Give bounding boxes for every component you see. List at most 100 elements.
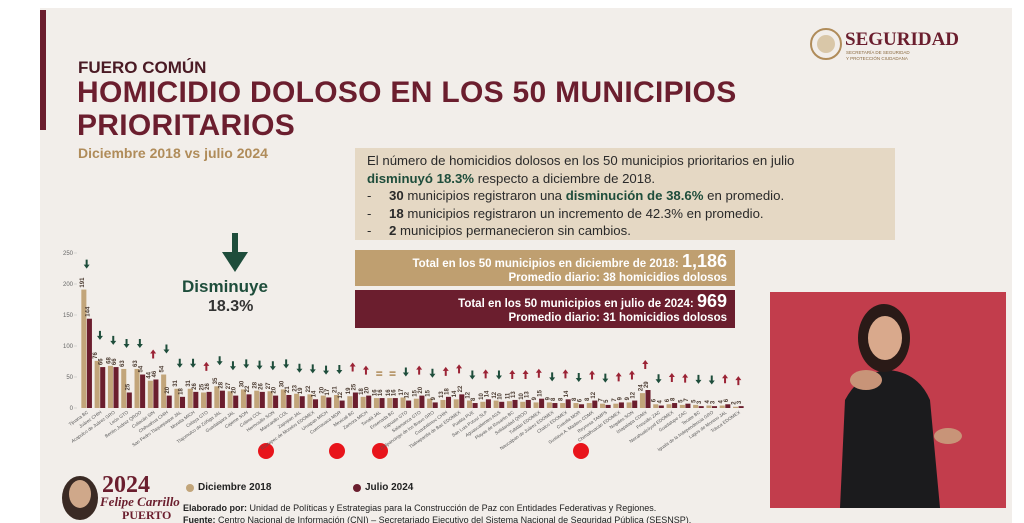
value-label: 17 [399,388,405,395]
bar [586,403,592,408]
bar [512,399,518,408]
trend-arrow [402,367,409,377]
value-label: 46 [152,370,158,377]
value-label: 9 [625,396,631,400]
value-label: 25 [125,383,131,390]
value-label: 15 [538,389,544,396]
value-label: 31 [186,379,192,386]
trend-arrow [575,373,582,383]
value-label: 16 [378,389,384,396]
bar [565,399,571,408]
bar [161,374,167,408]
value-label: 8 [559,397,565,401]
trend-arrow [549,372,556,382]
bar [100,367,106,408]
bar [299,396,305,408]
daily-average: Promedio diario: 31 homicidios dolosos [508,312,727,324]
logo-sub: SECRETARÍA DE SEGURIDAD [846,50,910,55]
value-label: 16 [372,389,378,396]
value-label: 8 [551,397,557,401]
value-label: 6 [578,398,584,402]
bullet-marker: - [367,188,372,203]
trend-arrow [362,365,369,375]
bar [259,391,265,408]
callout-word: Disminuye [182,277,268,296]
bar [387,398,393,408]
portrait-face [69,480,91,508]
bar [147,380,153,408]
value-label: 21 [333,386,339,393]
bar [227,391,233,408]
bar [379,398,385,408]
value-label: 30 [239,380,245,387]
bar [339,400,345,408]
value-label: 68 [106,357,112,364]
text: respecto a diciembre de 2018. [477,170,656,186]
source-text: Centro Nacional de Información (CNI) – S… [218,515,692,523]
credit-label: Elaborado por: [183,503,248,513]
value-label: 14 [484,390,490,397]
value-label: 22 [458,385,464,392]
bar [166,395,172,408]
kicker: FUERO COMÚN [78,58,207,77]
value-label: 23 [293,384,299,391]
bar [725,404,731,408]
count: 2 [389,223,397,238]
bar [658,405,664,408]
bar [573,403,579,408]
bar [578,404,585,408]
bar [653,404,659,408]
value-label: 8 [671,397,677,401]
value-label: 24 [638,384,644,391]
bar [552,403,558,408]
bar [666,404,672,408]
bar [719,405,725,408]
trend-arrow [682,373,689,383]
bar [645,390,651,408]
trend-arrow [416,365,423,375]
value-label: 14 [312,390,318,397]
trend-equal [376,371,383,376]
value-label: 12 [405,391,411,398]
value-label: 4 [657,400,663,404]
bar [193,391,199,408]
bar [280,389,286,408]
bar [546,402,552,408]
total-2018: Total en los 50 municipios en diciembre … [355,250,735,286]
trend-arrow [269,361,276,371]
logo-emblem [810,28,842,60]
y-tick-label: 100 [63,344,74,350]
bar [400,397,406,408]
bar [427,398,433,408]
value-label: 11 [505,392,511,399]
bar [392,398,398,408]
value-label: 63 [133,360,139,367]
bar [187,388,193,408]
bar [618,402,624,408]
bar [738,406,744,408]
bar [706,405,712,408]
legend-entry: Diciembre 2018 [198,482,272,493]
total-value: 1,186 [681,251,727,271]
bar [613,403,619,408]
bar [698,406,704,408]
bar [413,398,419,408]
bar [81,289,87,408]
value-label: 25 [351,383,357,390]
bar [246,394,252,408]
value-label: 20 [165,386,171,393]
bar [525,399,531,408]
legend-swatch [353,484,361,492]
legend-entry: Julio 2024 [365,482,414,493]
trend-arrow [695,374,702,384]
bar [485,399,491,408]
trend-arrow [429,368,436,378]
trend-arrow [655,374,662,384]
bar [326,397,332,408]
bar [419,395,425,408]
value-label: 9 [545,396,551,400]
source-label: Fuente: [183,515,216,523]
info-box: El número de homicidios dolosos en los 5… [355,148,895,240]
value-label: 22 [245,385,251,392]
